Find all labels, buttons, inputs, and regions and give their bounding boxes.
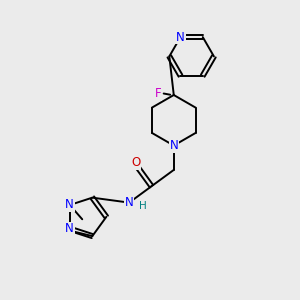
Text: F: F xyxy=(155,87,162,100)
Text: N: N xyxy=(169,139,178,152)
Text: N: N xyxy=(65,222,74,235)
Text: N: N xyxy=(176,31,185,44)
Text: H: H xyxy=(139,201,146,211)
Text: N: N xyxy=(65,199,74,212)
Text: N: N xyxy=(125,196,134,209)
Text: O: O xyxy=(131,156,140,169)
